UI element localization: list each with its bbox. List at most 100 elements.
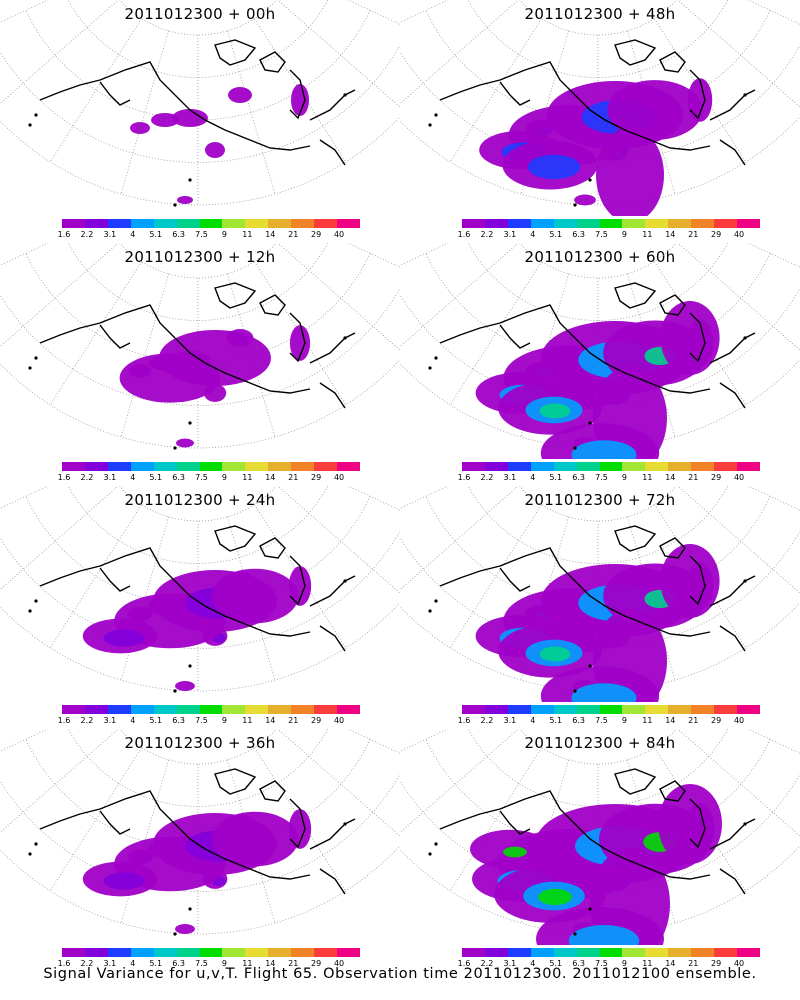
colorbar-swatch: [107, 948, 131, 957]
latitude-line: [467, 729, 729, 807]
colorbar-swatch: [153, 462, 177, 471]
colorbar-tick-label: 5.1: [549, 230, 563, 239]
colorbar-tick-label: 40: [333, 959, 345, 968]
colorbar-tick-label: 6.3: [172, 473, 185, 482]
longitude-line: [0, 0, 49, 23]
colorbar-tick-label: 6.3: [172, 716, 185, 725]
variance-region: [527, 154, 581, 180]
island: [343, 93, 347, 97]
colorbar-tick-label: 7.5: [595, 716, 608, 725]
variance-region: [151, 113, 179, 127]
colorbar-tick-label: 4: [130, 473, 136, 482]
colorbar-swatch: [507, 705, 531, 714]
colorbar-tick-label: 2.2: [80, 959, 94, 968]
colorbar: 1.6 2.2 3.1 4 5.1 6.3 7.5 9 11 14 21 29 40: [58, 705, 362, 729]
colorbar-tick-label: 7.5: [195, 230, 208, 239]
colorbar-tick-label: 6.3: [172, 230, 185, 239]
forecast-panel: 2011012300 + 84h 1.6 2.2 3.1 4 5.1 6.3 7.5 9 11 14…: [400, 729, 800, 972]
island: [588, 907, 592, 911]
island: [573, 203, 577, 207]
coastline: [99, 81, 131, 106]
colorbar-tick-label: 6.3: [572, 959, 585, 968]
coastline: [214, 768, 257, 795]
colorbar-tick-label: 1.6: [57, 716, 71, 725]
coastline: [614, 39, 657, 66]
colorbar-tick-label: 4: [530, 473, 536, 482]
longitude-line: [0, 243, 49, 266]
island: [743, 579, 747, 583]
variance-region: [571, 683, 637, 702]
map-plot: [400, 0, 800, 216]
coastline: [709, 818, 756, 850]
island: [188, 421, 192, 425]
colorbar-swatch: [245, 462, 269, 471]
map-plot: [400, 486, 800, 702]
colorbar-swatch: [645, 462, 669, 471]
coastline: [289, 798, 306, 849]
latitude-line: [467, 0, 729, 78]
colorbar-tick-label: 4: [130, 230, 136, 239]
colorbar-swatch: [245, 705, 269, 714]
longitude-line: [49, 747, 142, 892]
island: [743, 336, 747, 340]
coastline: [689, 312, 706, 363]
longitude-line: [747, 486, 800, 511]
colorbar-tick-label: 40: [733, 959, 745, 968]
colorbar-swatch: [62, 462, 85, 471]
latitude-line: [0, 44, 400, 163]
colorbar-swatch: [245, 948, 269, 957]
colorbar-tick-label: 6.3: [172, 959, 185, 968]
latitude-line: [400, 287, 800, 406]
colorbar-swatch: [737, 462, 760, 471]
island: [188, 907, 192, 911]
coastline: [39, 304, 311, 394]
latitude-line: [400, 773, 800, 892]
coastline: [439, 547, 711, 637]
longitude-line: [0, 729, 49, 752]
colorbar-swatch: [337, 705, 360, 714]
longitude-line: [747, 0, 800, 25]
colorbar-tick-label: 3.1: [503, 959, 517, 968]
colorbar-swatch: [176, 705, 200, 714]
island: [573, 689, 577, 693]
longitude-line: [0, 729, 119, 834]
colorbar-swatch: [553, 219, 577, 228]
colorbar-tick-label: 3.1: [503, 473, 517, 482]
colorbar-swatch: [553, 705, 577, 714]
colorbar-swatch: [691, 705, 715, 714]
colorbar-tick-label: 11: [642, 959, 653, 968]
latitude-line: [0, 287, 400, 406]
colorbar-swatch: [576, 948, 600, 957]
island: [34, 842, 38, 846]
coastline: [614, 282, 657, 309]
colorbar-tick-label: 7.5: [195, 473, 208, 482]
colorbar-swatch: [691, 462, 715, 471]
island: [173, 689, 177, 693]
longitude-line: [400, 0, 449, 23]
latitude-line: [0, 115, 400, 206]
latitude-line: [25, 496, 371, 607]
panel-title: 2011012300 + 72h: [524, 491, 676, 509]
variance-region: [175, 924, 195, 934]
latitude-line: [67, 729, 329, 807]
coastline: [614, 768, 657, 795]
colorbar-swatch: [530, 462, 554, 471]
longitude-line: [400, 729, 449, 752]
longitude-line: [347, 729, 400, 754]
island: [28, 609, 32, 613]
colorbar-tick-label: 1.6: [457, 473, 471, 482]
island: [434, 599, 438, 603]
colorbar-tick-label: 7.5: [595, 959, 608, 968]
coastline: [214, 39, 257, 66]
longitude-line: [449, 261, 542, 406]
colorbar-swatch: [153, 705, 177, 714]
longitude-line: [677, 486, 800, 594]
coastline: [214, 282, 257, 309]
colorbar-tick-label: 9: [221, 230, 227, 239]
colorbar-tick-label: 40: [333, 473, 345, 482]
variance-region: [539, 646, 571, 662]
latitude-line: [425, 739, 771, 850]
colorbar-swatch: [222, 705, 246, 714]
panel-title: 2011012300 + 48h: [524, 5, 676, 23]
panel-title: 2011012300 + 12h: [124, 248, 276, 266]
